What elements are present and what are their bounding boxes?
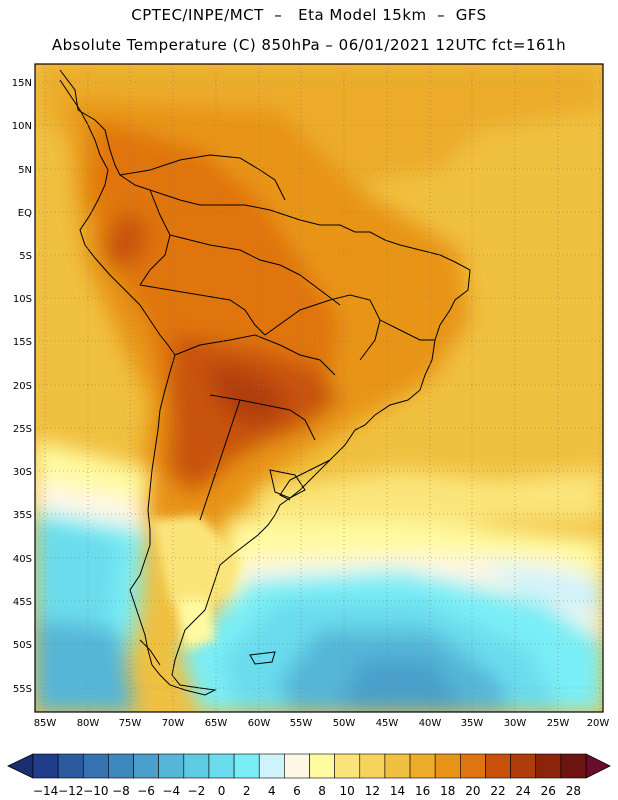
- colorbar-swatch: [108, 753, 134, 779]
- lon-label: 75W: [119, 718, 142, 729]
- colorbar-label: 0: [218, 784, 226, 798]
- colorbar-label: 6: [293, 784, 301, 798]
- lon-label: 50W: [333, 718, 356, 729]
- lat-label: 25S: [13, 424, 32, 435]
- colorbar-label: 10: [340, 784, 355, 798]
- coastlines: [59, 69, 471, 696]
- lat-label: 20S: [13, 381, 32, 392]
- colorbar-swatch: [535, 753, 562, 779]
- colorbar-label: 14: [390, 784, 405, 798]
- lat-label: 5S: [19, 251, 32, 262]
- colorbar-swatch: [485, 753, 511, 779]
- colorbar-end-left: [7, 753, 34, 779]
- colorbar-end-right: [585, 753, 611, 779]
- colorbar-swatch: [409, 753, 436, 779]
- colorbar-label: 2: [243, 784, 251, 798]
- colorbar-swatch: [334, 753, 361, 779]
- lat-label: 10N: [12, 121, 32, 132]
- lon-label: 30W: [504, 718, 527, 729]
- colorbar-swatch: [460, 753, 486, 779]
- colorbar-swatch: [82, 753, 109, 779]
- lon-label: 80W: [77, 718, 100, 729]
- lat-label: 15S: [13, 337, 32, 348]
- lon-label: 45W: [376, 718, 399, 729]
- colorbar-label: 4: [268, 784, 276, 798]
- colorbar-label: 8: [318, 784, 326, 798]
- colorbar-swatch: [57, 753, 84, 779]
- lat-label: 35S: [13, 510, 32, 521]
- lon-label: 40W: [419, 718, 442, 729]
- colorbar-label: −10: [83, 784, 108, 798]
- lon-label: 20W: [587, 718, 610, 729]
- colorbar-label: 16: [415, 784, 430, 798]
- lat-label: 30S: [13, 467, 32, 478]
- colorbar-swatch: [359, 753, 386, 779]
- colorbar-swatch: [284, 753, 310, 779]
- colorbar-label: 22: [490, 784, 505, 798]
- colorbar-swatch: [560, 753, 587, 779]
- lat-label: 50S: [13, 640, 32, 651]
- lat-label: 55S: [13, 684, 32, 695]
- colorbar-label: −6: [137, 784, 155, 798]
- map-title-line1: CPTEC/INPE/MCT – Eta Model 15km – GFS: [131, 6, 487, 24]
- map-title-line2: Absolute Temperature (C) 850hPa – 06/01/…: [51, 36, 567, 54]
- colorbar-label: 18: [440, 784, 455, 798]
- colorbar-swatch: [208, 753, 235, 779]
- colorbar-label: 26: [541, 784, 556, 798]
- latitude-axis: 15N 10N 5N EQ 5S 10S 15S 20S 25S 30S 35S…: [12, 78, 32, 695]
- colorbar-swatch: [258, 753, 285, 779]
- lon-label: 85W: [34, 718, 57, 729]
- colorbar-swatch: [434, 753, 461, 779]
- lon-label: 25W: [547, 718, 570, 729]
- lon-label: 65W: [205, 718, 228, 729]
- longitude-axis: 85W 80W 75W 70W 65W 60W 55W 50W 45W 40W …: [34, 718, 610, 729]
- colorbar-swatch: [32, 753, 59, 779]
- colorbar-label: −8: [112, 784, 130, 798]
- lon-label: 60W: [248, 718, 271, 729]
- map-frame: [34, 63, 604, 713]
- lat-label: EQ: [18, 208, 32, 219]
- colorbar-label: 12: [365, 784, 380, 798]
- lat-lon-grid: [35, 64, 603, 712]
- lat-label: 5N: [18, 165, 32, 176]
- lon-label: 70W: [162, 718, 185, 729]
- colorbar-swatch: [384, 753, 411, 779]
- colorbar-swatch: [309, 753, 335, 779]
- colorbar-swatch: [183, 753, 210, 779]
- colorbar-label: −12: [58, 784, 83, 798]
- lat-label: 45S: [13, 597, 32, 608]
- colorbar-label: −14: [33, 784, 58, 798]
- colorbar-label: 28: [566, 784, 581, 798]
- lat-label: 40S: [13, 554, 32, 565]
- colorbar-swatch: [133, 753, 159, 779]
- colorbar: −14 −12 −10 −8 −6 −4 −2 0 2 4 6 8 10 12 14 16 18 20 22 24 26…: [7, 753, 611, 798]
- lat-label: 15N: [12, 78, 32, 89]
- lon-label: 35W: [461, 718, 484, 729]
- temperature-field: [35, 64, 603, 712]
- colorbar-swatch: [233, 753, 260, 779]
- lat-label: 10S: [13, 294, 32, 305]
- colorbar-label: −4: [162, 784, 180, 798]
- lon-label: 55W: [290, 718, 313, 729]
- colorbar-swatch: [510, 753, 537, 779]
- colorbar-swatch: [158, 753, 185, 779]
- colorbar-label: 24: [516, 784, 531, 798]
- colorbar-label: −2: [188, 784, 206, 798]
- colorbar-label: 20: [465, 784, 480, 798]
